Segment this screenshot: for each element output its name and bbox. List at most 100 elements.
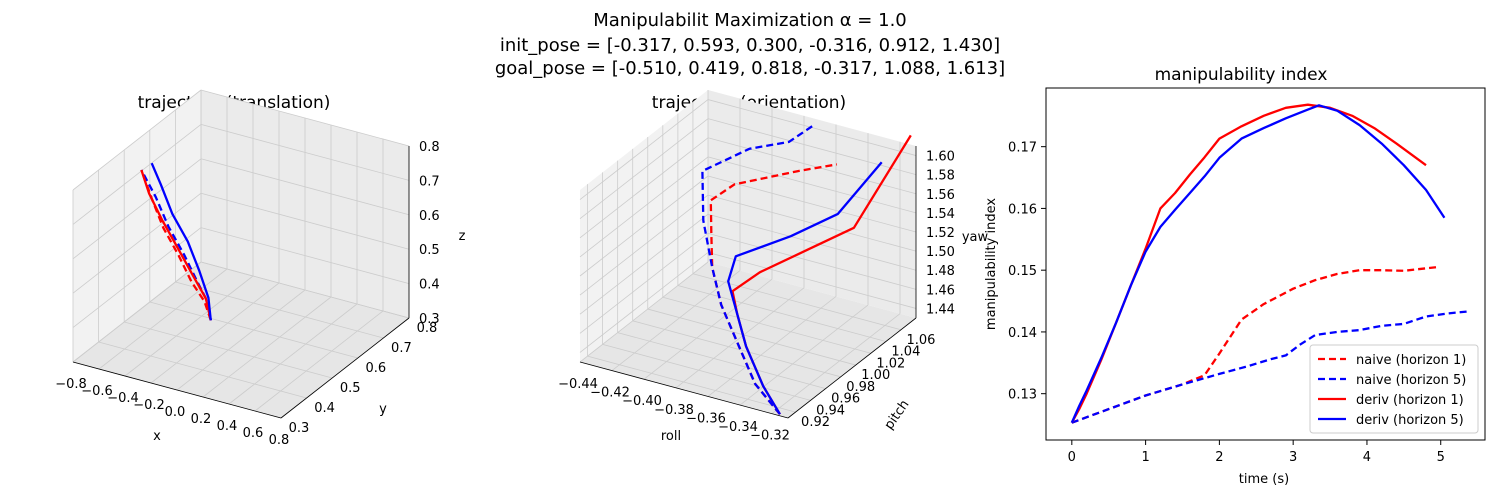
orientation-grid-z-back	[707, 156, 917, 214]
manipulability-series-3-line	[1070, 104, 1446, 424]
orientation-x-tick-label: −0.32	[750, 429, 790, 444]
manipulability-x-axis-label: time (s)	[1239, 472, 1289, 487]
orientation-y-tick-label: 1.04	[891, 345, 920, 360]
translation-y-tick-label: 0.8	[417, 321, 438, 336]
orientation-grid-z-back	[707, 213, 917, 271]
orientation-x-tick-label: −0.42	[590, 386, 630, 401]
orientation-grid-z-left	[579, 175, 709, 277]
orientation-z-tick-label: 1.58	[926, 169, 955, 184]
translation-series-1-line	[140, 169, 212, 321]
translation-gridlines	[72, 89, 410, 419]
orientation-grid-y-floor	[617, 332, 826, 389]
translation-grid-x-floor	[228, 303, 358, 405]
manipulability-series-1-line	[1071, 310, 1467, 424]
translation-z-axis-label: z	[459, 229, 466, 244]
translation-series-3-line	[150, 162, 212, 321]
manipulability-y-tick-label: 0.16	[1008, 202, 1037, 217]
orientation-grid-x-floor	[771, 313, 901, 415]
legend-entry-label: naive (horizon 1)	[1356, 353, 1466, 368]
manipulability-x-tick-label: 4	[1363, 450, 1371, 465]
legend-entry-label: deriv (horizon 5)	[1356, 413, 1464, 428]
orientation-x-axis-line	[579, 361, 789, 419]
orientation-z-tick-label: 1.48	[926, 264, 955, 279]
translation-y-axis-label: y	[379, 402, 387, 417]
manipulability-x-tick-label: 0	[1068, 450, 1076, 465]
manipulability-y-tick-label: 0.13	[1008, 388, 1037, 403]
manipulability-ticks: 0 1 2 3 4 5 0.13 0.14 0.15 0.16 0.17	[1008, 141, 1445, 465]
orientation-gridlines	[579, 90, 917, 419]
orientation-z-tick-label: 1.60	[926, 150, 955, 165]
manipulability-x-tick-label: 1	[1141, 450, 1149, 465]
manipulability-plot-frame	[1045, 87, 1486, 441]
translation-grid-y-floor	[175, 281, 384, 339]
orientation-grid-z-back	[707, 118, 917, 176]
translation-x-tick-label: 0.8	[269, 433, 290, 448]
translation-grid-z-back	[200, 261, 410, 319]
orientation-3d-axes: trajectory (orientation) −0.44−0.42−0.40…	[558, 90, 989, 444]
manipulability-series	[1070, 103, 1467, 424]
orientation-z-tick-label: 1.54	[926, 207, 955, 222]
translation-x-tick-label: −0.8	[55, 377, 87, 392]
translation-x-tick-label: 0.4	[217, 419, 238, 434]
translation-grid-y-floor	[98, 341, 307, 399]
manipulability-x-tick-label: 5	[1437, 450, 1445, 465]
translation-3d-axes: trajectory (translation) −0.8−0.6−0.4−0.…	[55, 89, 466, 448]
translation-z-tick-label: 0.5	[419, 243, 440, 258]
manipulability-y-tick-label: 0.15	[1008, 264, 1037, 279]
orientation-trajectories	[701, 125, 912, 415]
orientation-x-tick-label: −0.38	[654, 403, 694, 418]
translation-grid-z-left	[72, 227, 202, 328]
orientation-y-tick-label: 0.92	[801, 415, 830, 430]
translation-tick-labels: −0.8−0.6−0.4−0.2 0.0 0.2 0.4 0.6 0.80.30.40.5…	[55, 140, 439, 448]
translation-trajectories	[140, 162, 212, 321]
legend-entry-label: deriv (horizon 1)	[1356, 393, 1464, 408]
orientation-y-tick-label: 1.06	[906, 333, 935, 348]
orientation-grid-z-left	[579, 252, 709, 353]
orientation-series-3-line	[727, 161, 883, 415]
translation-x-axis-label: x	[153, 429, 161, 444]
translation-grid-y-floor	[124, 321, 333, 379]
orientation-grid-y-floor	[647, 308, 856, 366]
manipulability-axes: manipulability index 0 1 2 3 4 50.130.140.150…	[984, 65, 1486, 487]
figure-title-line-1: Manipulabilit Maximization α = 1.0	[593, 10, 907, 31]
translation-y-tick-label: 0.5	[340, 381, 361, 396]
translation-y-tick-label: 0.6	[365, 361, 386, 376]
manipulability-x-tick-label: 2	[1215, 450, 1223, 465]
orientation-grid-x-floor	[739, 304, 869, 406]
orientation-series-1-line	[701, 125, 814, 415]
orientation-x-tick-label: −0.40	[622, 394, 662, 409]
orientation-y-tick-label: 0.98	[846, 380, 875, 395]
orientation-x-tick-label: −0.36	[686, 411, 726, 426]
orientation-x-axis-label: roll	[661, 429, 681, 444]
translation-grid-z-left	[72, 261, 202, 363]
translation-grid-x-floor	[202, 296, 332, 398]
translation-grid-z-back	[200, 124, 410, 181]
orientation-y-axis-line	[787, 317, 917, 419]
translation-series-2-line	[140, 169, 212, 321]
manipulability-x-tick-label: 3	[1289, 450, 1297, 465]
orientation-grid-z-left	[579, 156, 709, 258]
figure-title-line-3: goal_pose = [-0.510, 0.419, 0.818, -0.31…	[495, 58, 1005, 79]
translation-y-tick-label: 0.3	[289, 421, 310, 436]
orientation-x-tick-label: −0.34	[718, 420, 758, 435]
translation-x-tick-label: −0.6	[81, 384, 113, 399]
orientation-floor-pane	[580, 262, 916, 418]
manipulability-y-tick-label: 0.14	[1008, 326, 1037, 341]
translation-grid-z-left	[72, 124, 202, 225]
orientation-z-tick-label: 1.50	[926, 245, 955, 260]
translation-z-tick-label: 0.3	[419, 312, 440, 327]
orientation-y-tick-label: 1.00	[861, 368, 890, 383]
orientation-grid-z-left	[579, 118, 709, 219]
orientation-y-tick-label: 0.96	[831, 392, 860, 407]
orientation-grid-y-floor	[602, 343, 811, 401]
orientation-grid-x-floor	[579, 261, 709, 363]
orientation-grid-z-left	[579, 137, 709, 239]
orientation-tick-labels: −0.44−0.42−0.40−0.38−0.36−0.34−0.320.920…	[558, 150, 955, 444]
orientation-x-tick-label: −0.44	[558, 377, 598, 392]
translation-grid-z-left	[72, 192, 202, 294]
orientation-y-tick-label: 0.94	[816, 403, 845, 418]
translation-grid-z-back	[200, 89, 410, 147]
translation-y-axis-line	[280, 317, 410, 419]
translation-grid-x-floor	[150, 282, 280, 384]
